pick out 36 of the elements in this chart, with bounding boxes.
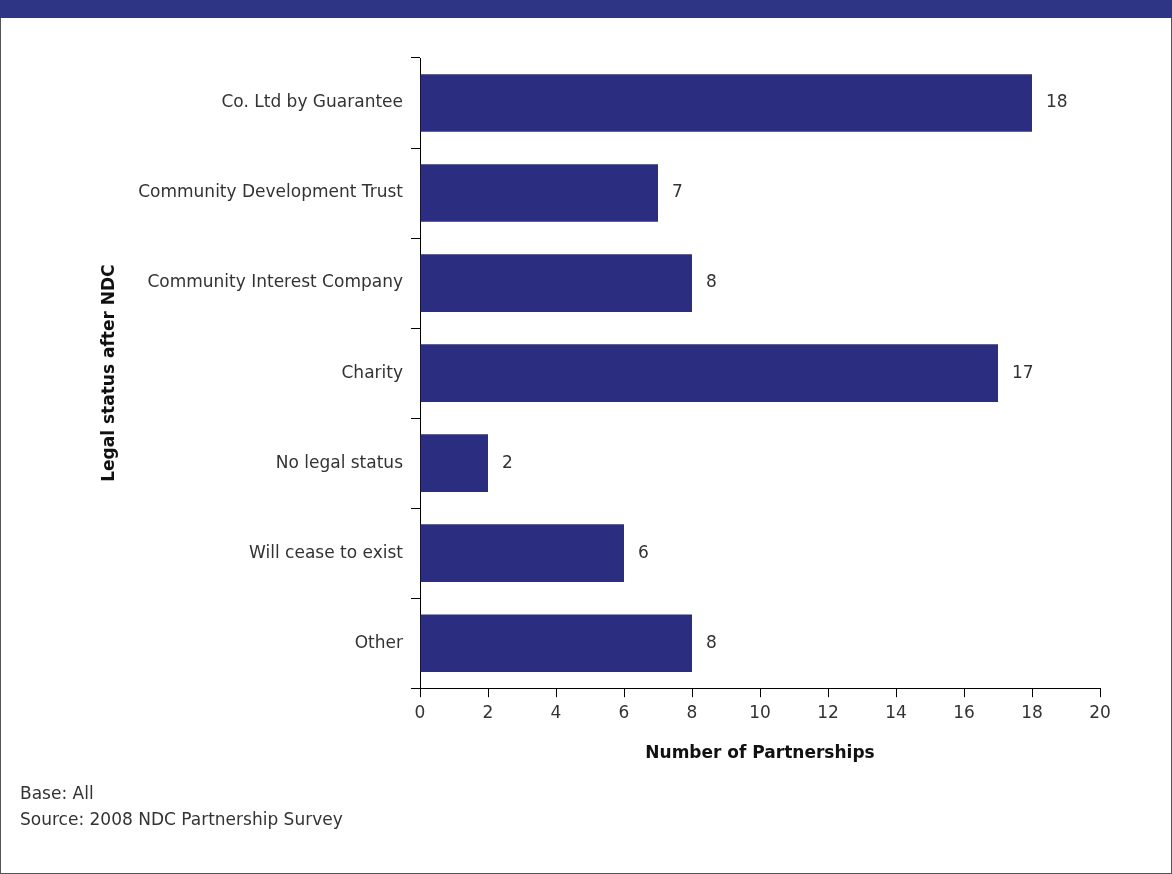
x-tick-label: 6 xyxy=(618,701,630,722)
y-axis-title: Legal status after NDC xyxy=(97,264,118,482)
bar xyxy=(420,344,998,402)
x-tick-label: 20 xyxy=(1089,701,1111,722)
y-tick-label: Co. Ltd by Guarantee xyxy=(221,91,403,112)
x-tick-label: 8 xyxy=(686,701,698,722)
bar xyxy=(420,524,624,582)
x-tick-label: 2 xyxy=(482,701,494,722)
data-label: 17 xyxy=(1012,361,1034,382)
bar xyxy=(420,74,1032,132)
bar xyxy=(420,164,658,222)
x-axis-title: Number of Partnerships xyxy=(645,742,875,763)
text: Base: All xyxy=(20,782,95,805)
x-tick-label: 0 xyxy=(414,701,426,722)
x-tick-label: 12 xyxy=(817,701,839,722)
y-tick-label: Community Interest Company xyxy=(147,271,403,292)
y-tick-label: Charity xyxy=(341,361,403,382)
x-tick-label: 14 xyxy=(885,701,907,722)
x-tick-label: 18 xyxy=(1021,701,1043,722)
data-label: 6 xyxy=(638,541,649,562)
x-tick-label: 16 xyxy=(953,701,975,722)
data-label: 18 xyxy=(1046,91,1068,112)
x-tick-label: 10 xyxy=(749,701,771,722)
y-tick-label: No legal status xyxy=(275,451,404,472)
data-label: 2 xyxy=(502,451,513,472)
bar xyxy=(420,254,692,312)
data-label: 8 xyxy=(706,271,717,292)
source-note: Source: 2008 NDC Partnership Survey xyxy=(20,808,343,831)
x-tick-label: 4 xyxy=(550,701,562,722)
bar xyxy=(420,614,692,672)
y-tick-label: Will cease to exist xyxy=(249,541,404,562)
data-label: 8 xyxy=(706,631,717,652)
y-tick-label: Other xyxy=(354,631,403,652)
bar xyxy=(420,434,488,492)
data-label: 7 xyxy=(672,181,683,202)
y-tick-label: Community Development Trust xyxy=(138,181,404,202)
